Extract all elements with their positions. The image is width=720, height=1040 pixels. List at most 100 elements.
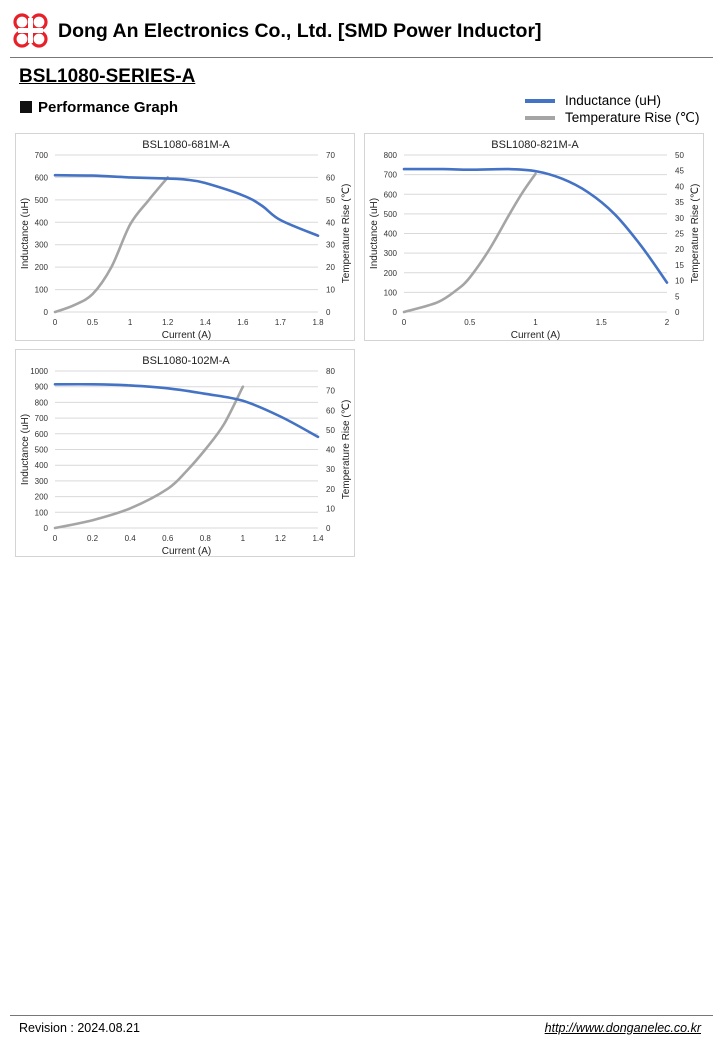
chart-title: BSL1080-102M-A (142, 355, 230, 367)
chart-102m: BSL1080-102M-A 0 100 200 300 400 500 600 700 800 9… (15, 349, 355, 557)
y-axis-label: Inductance (uH) (20, 414, 31, 485)
y-tick-label: 0 (393, 308, 398, 317)
legend-swatch-temperature (525, 115, 555, 120)
revision-text: Revision : 2024.08.21 (19, 1021, 140, 1035)
y2-tick-label: 10 (675, 277, 684, 286)
x-tick-label: 2 (665, 318, 670, 327)
legend-item-inductance: Inductance (uH) (525, 92, 699, 109)
y2-tick-label: 30 (675, 214, 684, 223)
y2-tick-label: 30 (326, 465, 335, 474)
y-tick-label: 100 (384, 288, 398, 297)
y-tick-label: 200 (35, 493, 49, 502)
y-tick-label: 900 (35, 383, 49, 392)
y2-tick-label: 0 (675, 308, 680, 317)
section-heading: Performance Graph (20, 99, 178, 116)
y-tick-label: 200 (35, 263, 49, 272)
x-tick-label: 0 (402, 318, 407, 327)
legend-label-inductance: Inductance (uH) (565, 93, 662, 108)
temperature-rise-line (53, 176, 169, 314)
x-tick-label: 0.2 (87, 534, 99, 543)
y-tick-label: 600 (35, 173, 49, 182)
inductance-line (402, 167, 669, 284)
x-axis-label: Current (A) (162, 330, 211, 341)
y-tick-label: 400 (35, 461, 49, 470)
y-tick-label: 200 (384, 269, 398, 278)
y-tick-label: 500 (384, 210, 398, 219)
y2-tick-label: 5 (675, 292, 680, 301)
company-title: Dong An Electronics Co., Ltd. [SMD Power… (58, 20, 542, 42)
x-tick-label: 1.4 (200, 318, 212, 327)
chart-title: BSL1080-681M-A (142, 139, 230, 151)
y2-tick-label: 25 (675, 230, 684, 239)
legend-item-temperature: Temperature Rise (℃) (525, 109, 699, 126)
chart-681m-svg: BSL1080-681M-A01002003004005006007000102… (20, 139, 352, 341)
x-tick-label: 1 (128, 318, 133, 327)
x-tick-label: 1.4 (312, 534, 324, 543)
y-tick-label: 700 (35, 414, 49, 423)
y-tick-label: 500 (35, 446, 49, 455)
legend-swatch-inductance (525, 98, 555, 103)
y2-axis-label: Temperature Rise (℃) (341, 400, 352, 500)
y2-tick-label: 60 (326, 406, 335, 415)
x-tick-label: 0.8 (200, 534, 212, 543)
temperature-rise-line (402, 172, 537, 314)
website-link[interactable]: http://www.donganelec.co.kr (544, 1021, 701, 1035)
x-tick-label: 1.2 (162, 318, 174, 327)
y2-tick-label: 45 (675, 167, 684, 176)
y2-tick-label: 35 (675, 198, 684, 207)
y2-tick-label: 50 (675, 151, 684, 160)
y-tick-label: 400 (384, 230, 398, 239)
footer-divider (10, 1015, 713, 1016)
x-tick-label: 0 (53, 534, 58, 543)
y2-tick-label: 70 (326, 151, 335, 160)
y-tick-label: 300 (35, 241, 49, 250)
page-header: Dong An Electronics Co., Ltd. [SMD Power… (0, 0, 720, 58)
x-tick-label: 1.8 (312, 318, 324, 327)
header-divider (10, 57, 713, 58)
y-axis-label: Inductance (uH) (369, 198, 380, 269)
x-tick-label: 0.4 (125, 534, 137, 543)
y-tick-label: 100 (35, 508, 49, 517)
y2-tick-label: 20 (326, 485, 335, 494)
y2-tick-label: 20 (675, 245, 684, 254)
section-title: Performance Graph (38, 99, 179, 116)
y2-tick-label: 40 (326, 446, 335, 455)
dongan-logo-icon (13, 13, 48, 48)
square-bullet-icon (20, 101, 32, 113)
y-tick-label: 500 (35, 196, 49, 205)
x-axis-label: Current (A) (162, 546, 211, 557)
y2-tick-label: 40 (326, 218, 335, 227)
y2-tick-label: 10 (326, 286, 335, 295)
y-axis-label: Inductance (uH) (20, 198, 31, 269)
inductance-line (53, 173, 320, 237)
y-tick-label: 700 (384, 171, 398, 180)
y2-axis-label: Temperature Rise (℃) (341, 184, 352, 284)
y2-tick-label: 15 (675, 261, 684, 270)
x-tick-label: 1 (241, 534, 246, 543)
temperature-rise-line (53, 385, 245, 530)
chart-102m-svg: BSL1080-102M-A01002003004005006007008009… (20, 355, 352, 557)
chart-681m: BSL1080-681M-A 0 100 200 300 400 500 600 700 0 10 2… (15, 133, 355, 341)
x-axis-label: Current (A) (511, 330, 560, 341)
legend: Inductance (uH) Temperature Rise (℃) (525, 92, 699, 126)
x-tick-label: 1.7 (275, 318, 287, 327)
series-title: BSL1080-SERIES-A (19, 66, 196, 87)
y-tick-label: 0 (44, 524, 49, 533)
y2-tick-label: 70 (326, 387, 335, 396)
y-tick-label: 100 (35, 286, 49, 295)
x-tick-label: 1 (533, 318, 538, 327)
y2-tick-label: 0 (326, 524, 331, 533)
y-tick-label: 800 (384, 151, 398, 160)
y2-axis-label: Temperature Rise (℃) (690, 184, 701, 284)
x-tick-label: 1.2 (275, 534, 287, 543)
y2-tick-label: 10 (326, 504, 335, 513)
y-tick-label: 700 (35, 151, 49, 160)
y-tick-label: 600 (35, 430, 49, 439)
x-tick-label: 0.5 (87, 318, 99, 327)
x-tick-label: 0 (53, 318, 58, 327)
y2-tick-label: 60 (326, 173, 335, 182)
x-tick-label: 1.5 (596, 318, 608, 327)
y-tick-label: 800 (35, 398, 49, 407)
y-tick-label: 600 (384, 190, 398, 199)
y-tick-label: 1000 (30, 367, 48, 376)
